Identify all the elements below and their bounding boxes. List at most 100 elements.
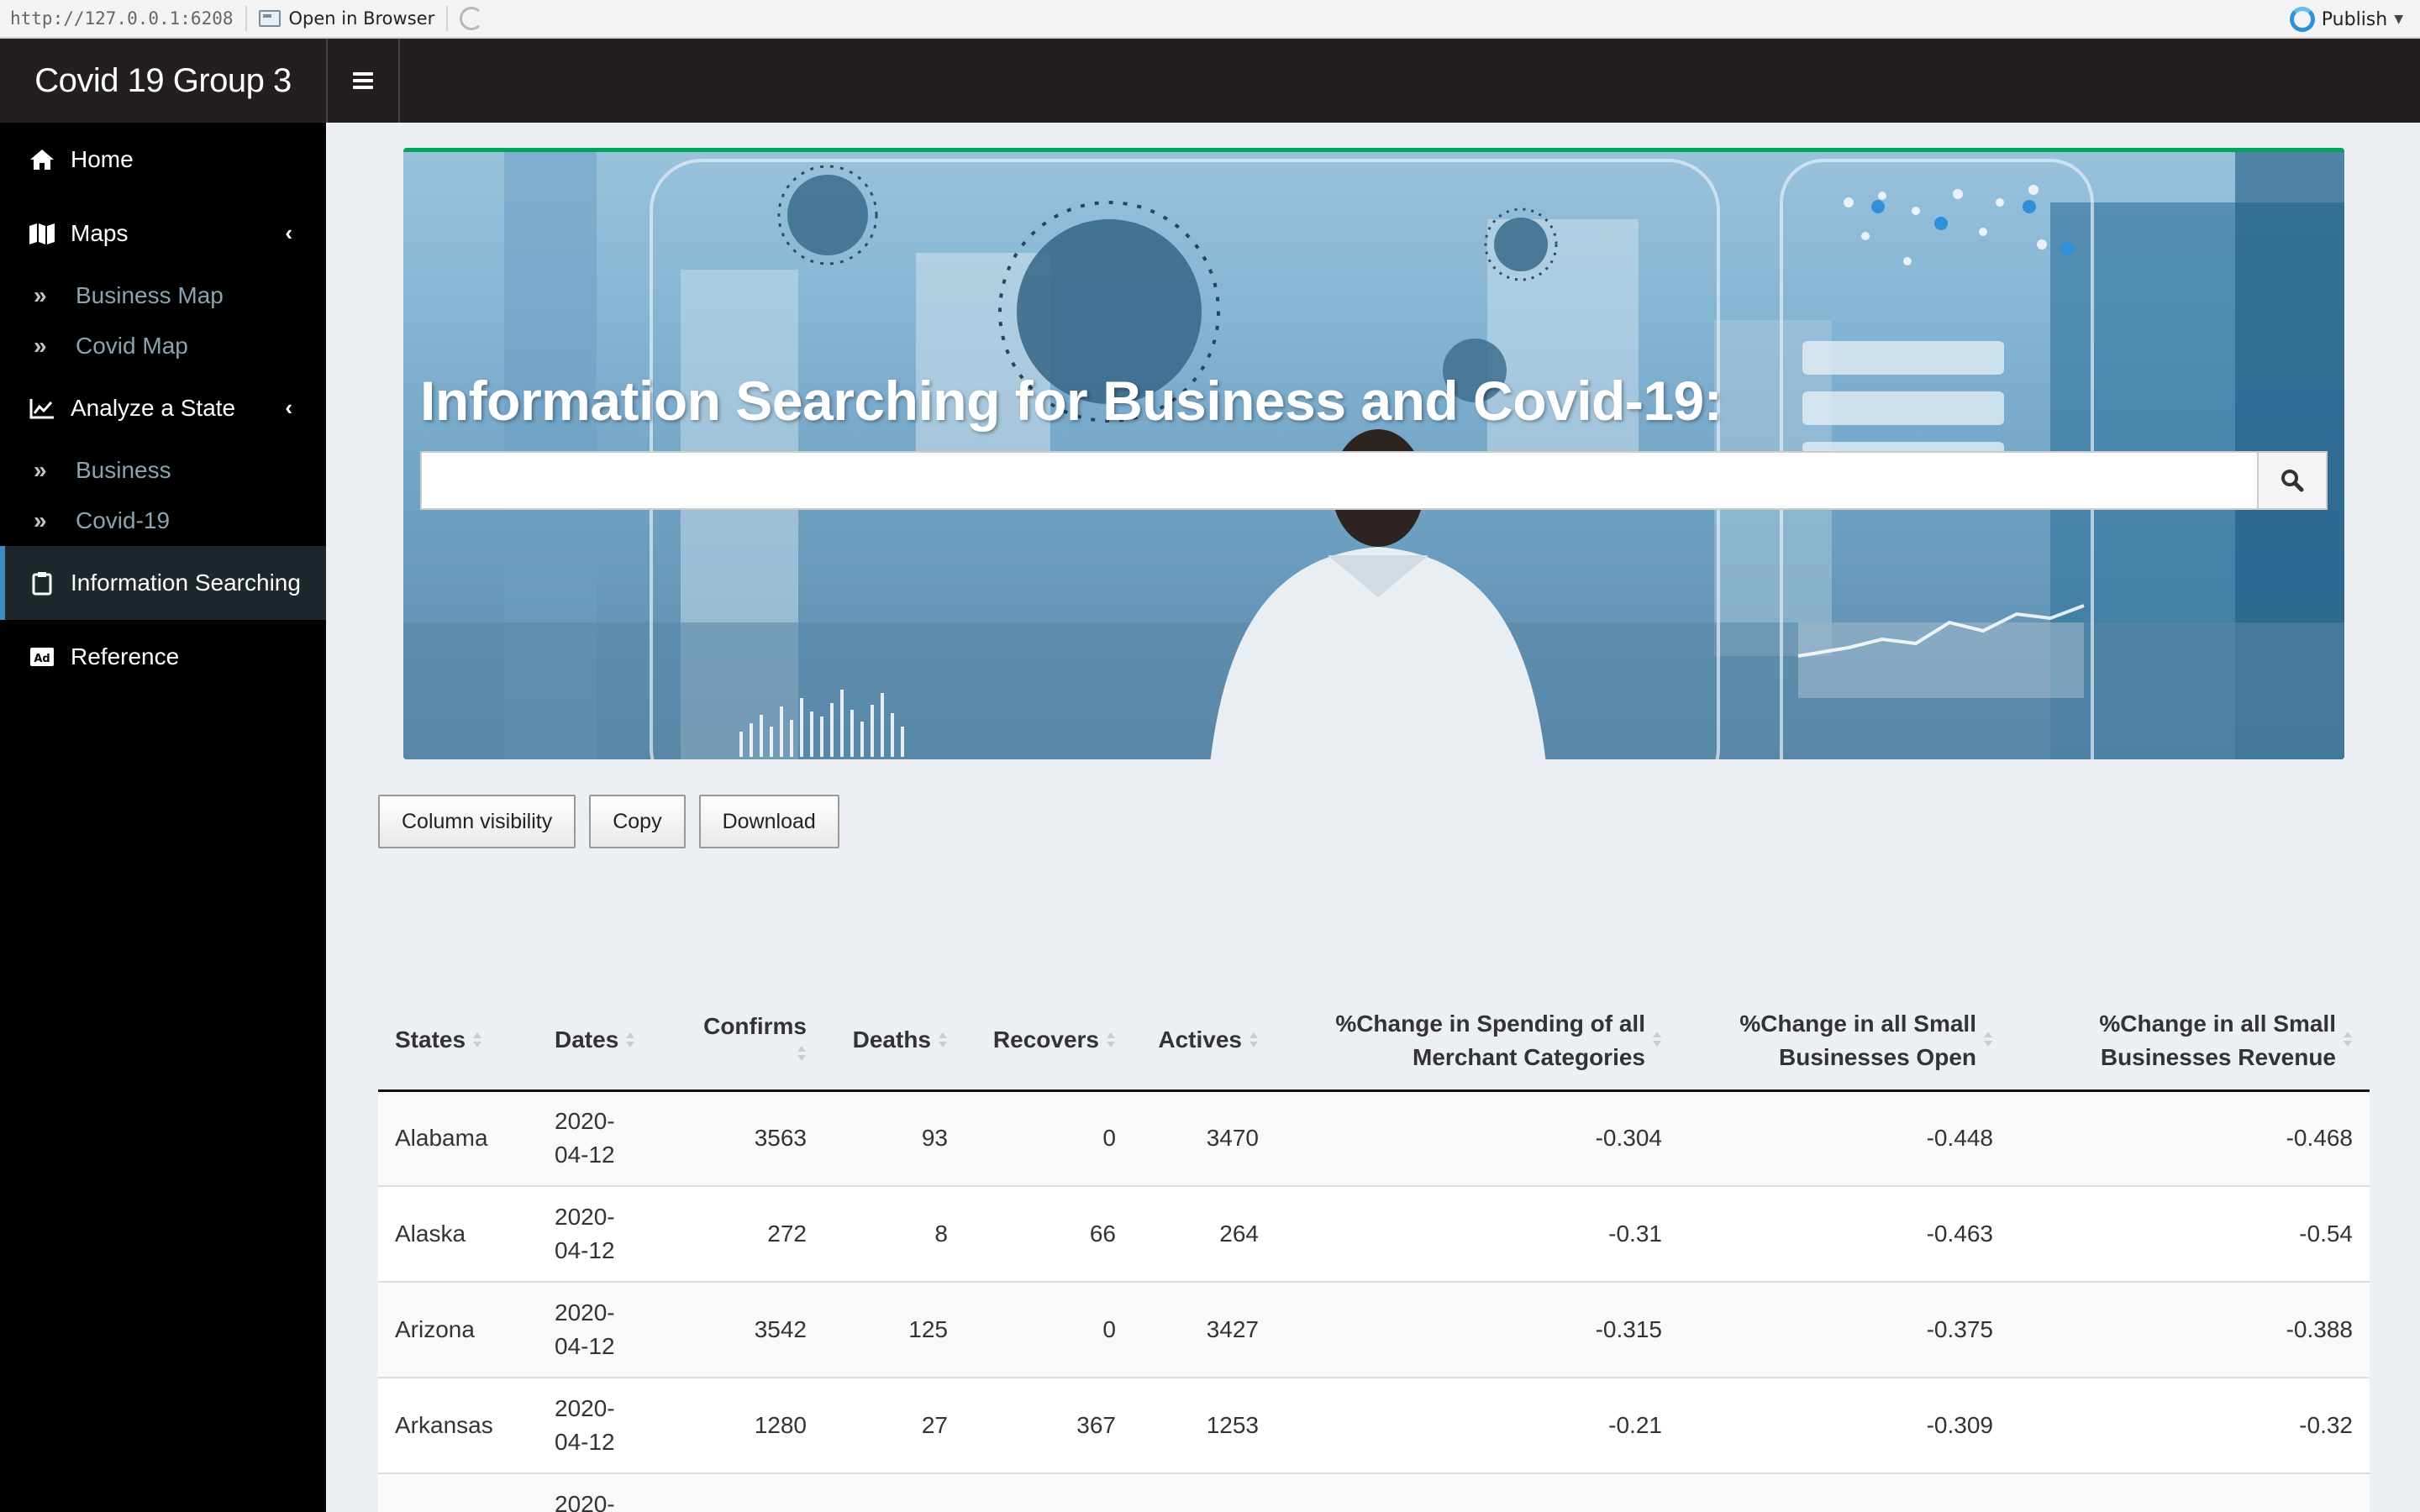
app-header: Covid 19 Group 3 <box>0 39 2420 123</box>
open-in-browser-button[interactable]: Open in Browser <box>258 8 435 29</box>
main-content: Information Searching for Business and C… <box>326 123 2420 1512</box>
sort-icon <box>1652 1027 1662 1054</box>
copy-button[interactable]: Copy <box>589 795 686 848</box>
table-header-row: States Dates Confirms Deaths Recovers Ac… <box>378 993 2370 1092</box>
cell-actives: 3470 <box>1133 1089 1276 1186</box>
double-chevron-right-icon: » <box>34 507 47 533</box>
download-button[interactable]: Download <box>698 795 839 848</box>
table-row[interactable]: Arizona 2020- 04-12 3542 125 0 3427 -0.31… <box>378 1281 2370 1378</box>
column-header-recovers[interactable]: Recovers <box>965 993 1133 1092</box>
table-row[interactable]: Alaska 2020- 04-12 272 8 66 264 -0.31 -0.… <box>378 1185 2370 1282</box>
hero-title: Information Searching for Business and C… <box>420 370 1723 432</box>
column-header-businesses-open-change[interactable]: %Change in all Small Businesses Open <box>1679 993 2010 1092</box>
cell-deaths: 640 <box>823 1473 965 1512</box>
cell-open: -0.462 <box>1679 1473 2010 1512</box>
table-row[interactable]: California 2020-04-12 22800 640 0 22155 … <box>378 1473 2370 1512</box>
cell-deaths: 27 <box>823 1377 965 1473</box>
publish-button[interactable]: Publish ▼ <box>2289 0 2403 39</box>
cell-confirms: 22800 <box>681 1473 823 1512</box>
cell-state: Alaska <box>378 1185 538 1282</box>
sidebar-item-label: Home <box>71 146 134 172</box>
hero-banner: Information Searching for Business and C… <box>403 148 2344 759</box>
open-in-browser-label: Open in Browser <box>288 8 435 29</box>
cell-recovers: 0 <box>965 1089 1133 1186</box>
viewer-url[interactable]: http://127.0.0.1:6208 <box>10 8 234 29</box>
cell-state: Alabama <box>378 1089 538 1186</box>
sidebar-toggle-button[interactable] <box>326 39 400 123</box>
sidebar-item-reference[interactable]: Ad Reference <box>0 620 326 694</box>
column-header-dates[interactable]: Dates <box>538 993 681 1092</box>
cell-deaths: 93 <box>823 1089 965 1186</box>
cell-spending: -0.21 <box>1276 1377 1679 1473</box>
cell-deaths: 8 <box>823 1185 965 1282</box>
column-header-confirms[interactable]: Confirms <box>681 993 823 1092</box>
sidebar-subitem-label: Covid Map <box>76 333 188 359</box>
column-header-businesses-revenue-change[interactable]: %Change in all Small Businesses Revenue <box>2010 993 2370 1092</box>
sidebar-subitem-covid-map[interactable]: » Covid Map <box>0 321 326 371</box>
table-row[interactable]: Arkansas 2020- 04-12 1280 27 367 1253 -0.… <box>378 1377 2370 1473</box>
search-bar <box>420 451 2328 510</box>
cell-date: 2020-04-12 <box>538 1281 681 1378</box>
cell-spending: -0.315 <box>1276 1281 1679 1378</box>
cell-revenue: -0.534 <box>2010 1473 2370 1512</box>
sort-icon <box>938 1028 948 1055</box>
cell-date: 2020-04-12 <box>538 1185 681 1282</box>
cell-spending: -0.374 <box>1276 1473 1679 1512</box>
viewer-toolbar: http://127.0.0.1:6208 Open in Browser Pu… <box>0 0 2420 39</box>
cell-spending: -0.304 <box>1276 1089 1679 1186</box>
double-chevron-right-icon: » <box>34 333 47 359</box>
cell-actives: 22155 <box>1133 1473 1276 1512</box>
search-button[interactable] <box>2259 451 2328 510</box>
sort-icon <box>625 1028 635 1055</box>
publish-icon <box>2289 7 2315 32</box>
cell-confirms: 1280 <box>681 1377 823 1473</box>
sidebar-subitem-label: Business <box>76 457 171 483</box>
column-header-deaths[interactable]: Deaths <box>823 993 965 1092</box>
cell-recovers: 0 <box>965 1281 1133 1378</box>
cell-date: 2020-04-12 <box>538 1473 681 1512</box>
toolbar-divider <box>446 6 449 31</box>
sidebar-item-home[interactable]: Home <box>0 123 326 197</box>
cell-revenue: -0.388 <box>2010 1281 2370 1378</box>
cell-state: Arkansas <box>378 1377 538 1473</box>
sidebar-subitem-covid-19[interactable]: » Covid-19 <box>0 496 326 546</box>
cell-deaths: 125 <box>823 1281 965 1378</box>
data-table: States Dates Confirms Deaths Recovers Ac… <box>378 993 2370 1512</box>
sidebar-subitem-label: Business Map <box>76 282 224 308</box>
sidebar-item-maps[interactable]: Maps ‹ <box>0 197 326 270</box>
search-icon <box>2281 470 2304 492</box>
cell-open: -0.448 <box>1679 1089 2010 1186</box>
sidebar-item-information-searching[interactable]: Information Searching <box>0 546 326 620</box>
cell-revenue: -0.54 <box>2010 1185 2370 1282</box>
cell-actives: 3427 <box>1133 1281 1276 1378</box>
line-chart-icon <box>29 395 55 422</box>
column-header-spending-change[interactable]: %Change in Spending of all Merchant Categ… <box>1276 993 1679 1092</box>
cell-actives: 1253 <box>1133 1377 1276 1473</box>
refresh-icon[interactable] <box>460 7 484 30</box>
chevron-left-icon: ‹ <box>285 395 292 420</box>
sidebar-item-analyze-state[interactable]: Analyze a State ‹ <box>0 371 326 445</box>
ad-icon: Ad <box>29 643 55 670</box>
cell-open: -0.375 <box>1679 1281 2010 1378</box>
cell-actives: 264 <box>1133 1185 1276 1282</box>
sidebar-subitem-business-map[interactable]: » Business Map <box>0 270 326 321</box>
cell-confirms: 3542 <box>681 1281 823 1378</box>
svg-text:Ad: Ad <box>34 653 50 665</box>
sidebar-item-label: Reference <box>71 643 180 669</box>
sort-icon <box>472 1028 482 1055</box>
column-header-states[interactable]: States <box>378 993 538 1092</box>
cell-state: California <box>378 1473 538 1512</box>
column-header-actives[interactable]: Actives <box>1133 993 1276 1092</box>
map-icon <box>29 220 55 247</box>
column-visibility-button[interactable]: Column visibility <box>378 795 576 848</box>
chevron-left-icon: ‹ <box>285 220 292 245</box>
cell-date: 2020-04-12 <box>538 1089 681 1186</box>
sidebar-subitem-business[interactable]: » Business <box>0 445 326 496</box>
app-title[interactable]: Covid 19 Group 3 <box>0 39 326 123</box>
search-input[interactable] <box>420 451 2259 510</box>
hamburger-icon <box>353 72 373 89</box>
table-row[interactable]: Alabama 2020- 04-12 3563 93 0 3470 -0.304… <box>378 1089 2370 1186</box>
cell-revenue: -0.468 <box>2010 1089 2370 1186</box>
cell-spending: -0.31 <box>1276 1185 1679 1282</box>
sort-icon <box>797 1042 807 1068</box>
